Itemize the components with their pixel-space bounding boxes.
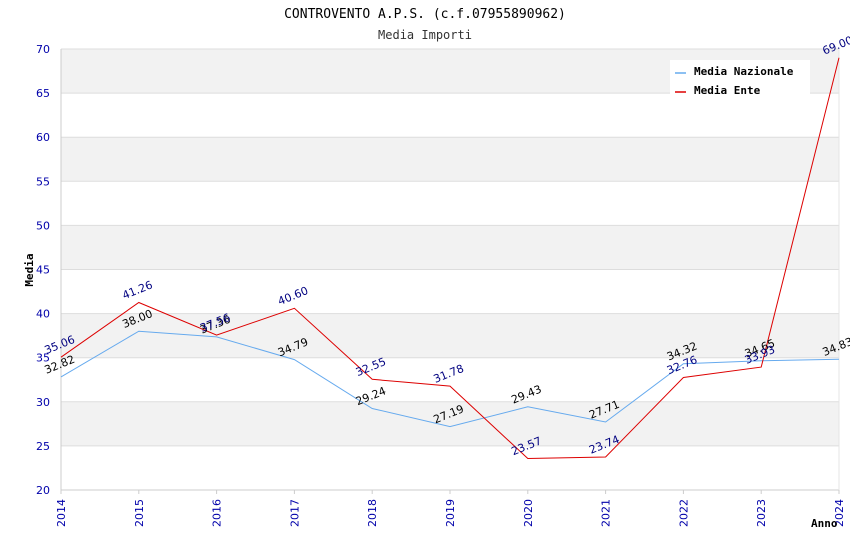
data-label: 32.55	[354, 355, 388, 379]
x-tick-label: 2016	[211, 499, 224, 527]
x-tick-label: 2018	[366, 499, 379, 527]
x-tick-label: 2022	[677, 499, 690, 527]
x-tick-label: 2014	[55, 499, 68, 527]
x-tick-label: 2024	[833, 499, 846, 527]
chart-title: CONTROVENTO A.P.S. (c.f.07955890962)	[284, 7, 566, 22]
y-tick-label: 40	[36, 308, 50, 321]
series-line-media-nazionale	[60, 330, 840, 428]
series-lines	[60, 57, 840, 460]
x-tick-label: 2020	[522, 499, 535, 527]
y-tick-label: 70	[36, 43, 50, 56]
chart-subtitle: Media Importi	[378, 28, 472, 42]
grid-band	[61, 313, 839, 358]
grid-band	[61, 137, 839, 182]
gridlines	[61, 48, 839, 491]
series-line-media-ente	[60, 57, 840, 460]
legend-label-media-ente: Media Ente	[694, 84, 761, 97]
legend-box	[670, 60, 810, 98]
x-tick-labels: 2014 2015 2016 2017 2018 2019 2020 2021 2022 2023…	[55, 490, 846, 527]
data-label: 40.60	[276, 284, 310, 308]
x-tick-label: 2015	[133, 499, 146, 527]
y-axis-label: Media	[23, 253, 36, 286]
y-tick-label: 60	[36, 131, 50, 144]
y-tick-labels: 20 25 30 35 40 45 50 55 60 65 70	[36, 43, 50, 497]
data-label: 41.26	[120, 278, 154, 302]
legend-label-media-nazionale: Media Nazionale	[694, 65, 794, 78]
grid-bands	[61, 49, 839, 446]
y-tick-label: 50	[36, 219, 50, 232]
y-tick-label: 25	[36, 440, 50, 453]
data-label: 31.78	[432, 362, 466, 386]
y-tick-label: 65	[36, 87, 50, 100]
x-tick-label: 2019	[444, 499, 457, 527]
grid-band	[61, 401, 839, 446]
x-tick-label: 2017	[288, 499, 301, 527]
y-tick-label: 35	[36, 352, 50, 365]
x-axis-label: Anno	[811, 517, 838, 530]
x-tick-label: 2021	[600, 499, 613, 527]
grid-band	[61, 225, 839, 270]
y-tick-label: 45	[36, 264, 50, 277]
y-tick-label: 55	[36, 175, 50, 188]
y-tick-label: 20	[36, 484, 50, 497]
x-tick-label: 2023	[755, 499, 768, 527]
y-tick-label: 30	[36, 396, 50, 409]
legend: Media Nazionale Media Ente	[670, 60, 810, 98]
